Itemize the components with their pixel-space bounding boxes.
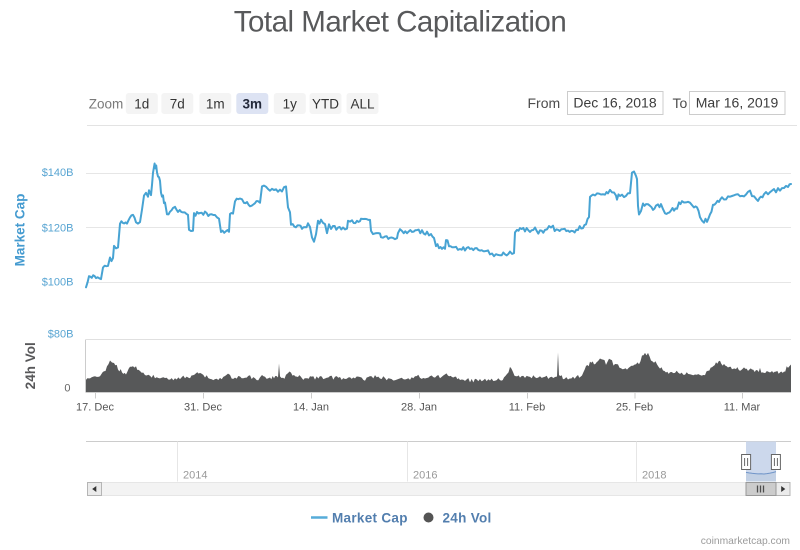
- svg-text:1d: 1d: [134, 97, 149, 112]
- svg-text:24h Vol: 24h Vol: [23, 342, 38, 389]
- svg-text:From: From: [528, 95, 561, 111]
- svg-text:coinmarketcap.com: coinmarketcap.com: [701, 536, 790, 547]
- svg-text:7d: 7d: [170, 97, 185, 112]
- svg-text:Zoom: Zoom: [89, 97, 124, 112]
- svg-text:$140B: $140B: [42, 167, 74, 179]
- svg-text:28. Jan: 28. Jan: [401, 402, 437, 414]
- svg-text:2014: 2014: [183, 470, 207, 482]
- svg-text:2016: 2016: [413, 470, 437, 482]
- svg-text:$80B: $80B: [48, 329, 74, 341]
- svg-text:$120B: $120B: [42, 223, 74, 235]
- svg-text:Market Cap: Market Cap: [332, 510, 408, 525]
- svg-text:11. Mar: 11. Mar: [724, 402, 761, 414]
- svg-text:24h Vol: 24h Vol: [443, 510, 492, 525]
- svg-text:To: To: [673, 95, 688, 111]
- svg-text:1m: 1m: [206, 97, 225, 112]
- svg-text:31. Dec: 31. Dec: [184, 402, 222, 414]
- svg-text:11. Feb: 11. Feb: [509, 402, 546, 414]
- svg-text:$100B: $100B: [42, 277, 74, 289]
- svg-text:Dec 16, 2018: Dec 16, 2018: [573, 95, 656, 111]
- svg-text:3m: 3m: [243, 97, 263, 112]
- svg-text:YTD: YTD: [312, 97, 339, 112]
- svg-text:0: 0: [64, 382, 70, 394]
- svg-text:ALL: ALL: [350, 97, 375, 112]
- svg-text:2018: 2018: [642, 470, 666, 482]
- svg-text:25. Feb: 25. Feb: [616, 402, 653, 414]
- svg-text:14. Jan: 14. Jan: [293, 402, 329, 414]
- svg-text:1y: 1y: [283, 97, 298, 112]
- svg-text:Market Cap: Market Cap: [13, 194, 28, 267]
- svg-text:Mar 16, 2019: Mar 16, 2019: [696, 95, 779, 111]
- svg-text:Total Market Capitalization: Total Market Capitalization: [234, 6, 566, 39]
- svg-text:17. Dec: 17. Dec: [76, 402, 114, 414]
